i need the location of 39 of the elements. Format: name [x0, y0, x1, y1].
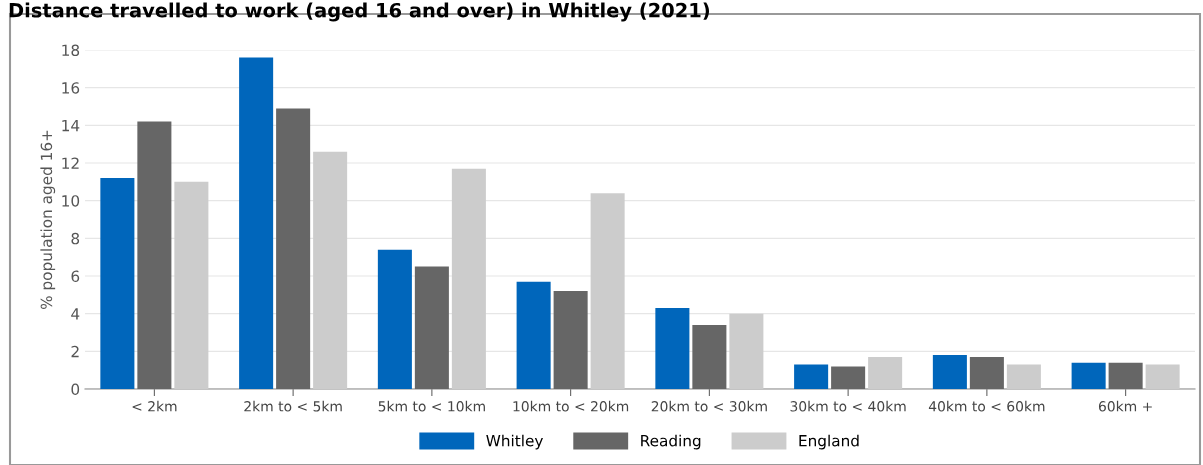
y-tick-label: 14 [62, 120, 80, 132]
bar [100, 178, 135, 389]
bar [1006, 364, 1041, 389]
bar [313, 151, 348, 389]
y-tick-label: 6 [71, 270, 80, 283]
bar [1145, 364, 1180, 389]
bar [590, 193, 625, 389]
chart-title: Distance travelled to work (aged 16 and over) in Whitley (2021) [9, 2, 710, 22]
y-tick-label: 8 [71, 232, 80, 245]
y-tick-label: 16 [62, 82, 80, 94]
x-tick-label: 20km to < 30km [651, 400, 767, 412]
bar [1071, 362, 1106, 389]
x-tick-label: 30km to < 40km [790, 400, 906, 412]
bar [794, 364, 829, 389]
y-tick-label: 4 [71, 308, 80, 320]
y-axis-title: % population aged 16+ [40, 130, 56, 310]
x-tick-label: 10km to < 20km [513, 400, 629, 412]
x-tick-label: < 2km [132, 400, 177, 412]
x-tick-label: 5km to < 10km [378, 400, 485, 412]
bar [174, 181, 209, 389]
legend-label: England [799, 434, 859, 450]
bar [729, 313, 764, 389]
bar [451, 168, 486, 389]
bar [377, 249, 412, 389]
y-tick-label: 18 [62, 44, 80, 57]
x-tick-label: 40km to < 60km [928, 400, 1045, 412]
x-tick-label: 2km to < 5km [244, 400, 342, 412]
y-tick-label: 0 [71, 383, 80, 396]
legend-label: Reading [641, 434, 701, 450]
bar [516, 281, 551, 389]
x-tick-label: 60km + [1098, 400, 1152, 412]
y-tick-label: 10 [62, 195, 80, 207]
bar [655, 308, 690, 389]
bar [868, 356, 903, 389]
y-tick-label: 12 [62, 157, 79, 169]
y-tick-label: 2 [71, 345, 79, 358]
legend-label: Whitley [486, 434, 543, 450]
bar [932, 355, 967, 389]
bar [239, 57, 274, 389]
